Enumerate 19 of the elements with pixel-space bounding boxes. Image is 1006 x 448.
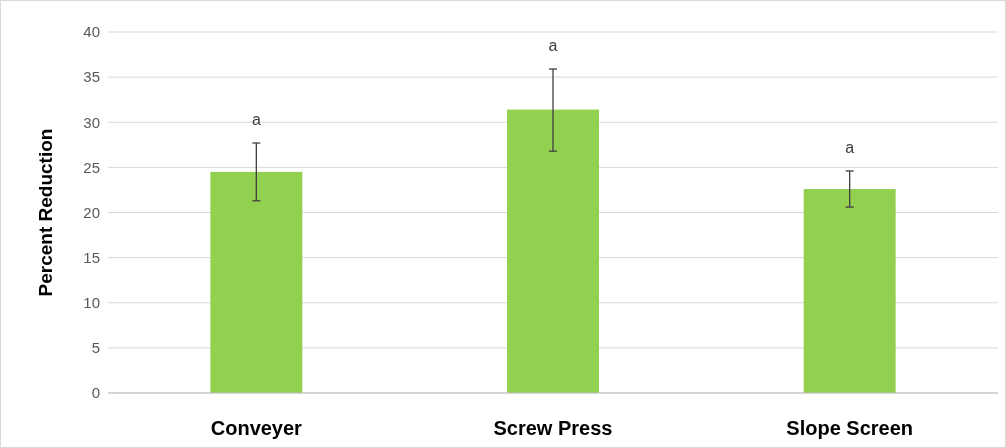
x-tick-label: Conveyer: [210, 417, 303, 439]
y-tick-label: 35: [83, 68, 100, 86]
y-tick-label: 10: [83, 294, 100, 311]
y-axis-title: Percent Reduction: [35, 128, 56, 297]
bar: [803, 189, 896, 393]
bar: [210, 171, 303, 393]
bar: [507, 109, 599, 393]
y-tick-label: 20: [83, 203, 100, 221]
annotation: a: [548, 36, 558, 54]
y-tick-label: 15: [83, 248, 100, 266]
annotation: a: [845, 138, 855, 156]
annotation: a: [251, 110, 261, 128]
y-tick-label: 0: [91, 384, 100, 402]
y-tick-label: 25: [83, 158, 100, 176]
y-tick-label: 30: [83, 113, 100, 131]
y-tick-label: 40: [83, 23, 100, 41]
x-tick-label: Slope Screen: [786, 417, 914, 439]
x-tick-label: Screw Press: [493, 417, 613, 439]
y-tick-label: 5: [91, 339, 100, 357]
